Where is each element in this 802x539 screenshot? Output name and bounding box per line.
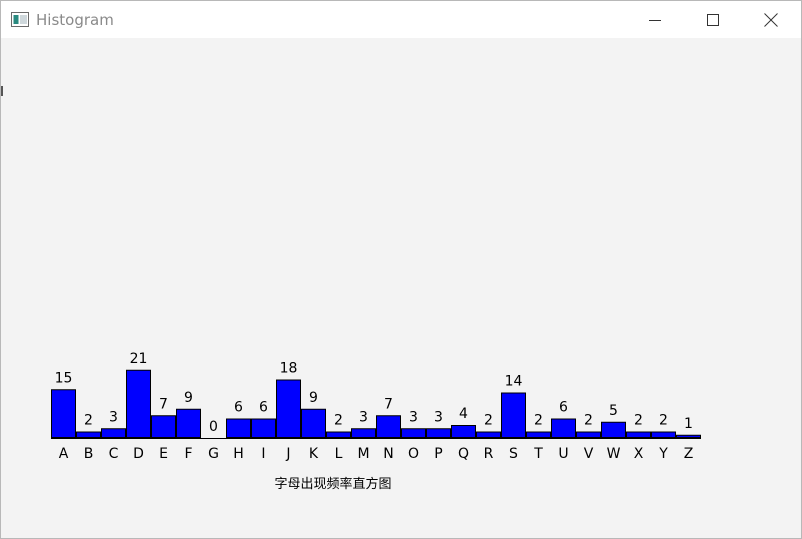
x-axis-label: 字母出现频率直方图 — [274, 476, 391, 492]
bar-y — [651, 431, 676, 438]
bar-m — [351, 428, 376, 438]
data-label-r: 2 — [484, 413, 493, 429]
close-icon — [764, 12, 778, 27]
bar-u — [551, 418, 576, 438]
data-label-y: 2 — [659, 413, 668, 429]
bar-d — [126, 369, 151, 438]
data-label-m: 3 — [359, 409, 368, 425]
tick-label-d: D — [133, 446, 144, 462]
histogram-chart: 15A2B3C21D7E9F0G6H6I18J9K2L3M7N3O3P4Q2R1… — [51, 351, 701, 492]
tick-label-p: P — [434, 446, 442, 462]
data-label-x: 2 — [634, 413, 643, 429]
app-icon — [11, 12, 29, 27]
tick-label-w: W — [607, 446, 621, 462]
data-label-h: 6 — [234, 400, 243, 416]
tick-label-k: K — [309, 446, 319, 462]
bar-l — [326, 431, 351, 438]
data-label-w: 5 — [609, 403, 618, 419]
bar-r — [476, 431, 501, 438]
data-label-j: 18 — [280, 361, 298, 377]
tick-label-x: X — [634, 446, 644, 462]
data-label-o: 3 — [409, 409, 418, 425]
maximize-button[interactable] — [684, 1, 742, 38]
tick-label-j: J — [285, 446, 290, 462]
bar-b — [76, 431, 101, 438]
tick-label-n: N — [383, 446, 393, 462]
tick-label-h: H — [233, 446, 244, 462]
tick-label-a: A — [59, 446, 69, 462]
tick-label-m: M — [357, 446, 369, 462]
bar-j — [276, 379, 301, 438]
title-bar[interactable]: Histogram — [1, 1, 801, 38]
maximize-icon — [707, 13, 719, 26]
data-label-t: 2 — [534, 413, 543, 429]
data-label-g: 0 — [209, 419, 218, 435]
window-title: Histogram — [36, 11, 114, 29]
data-label-c: 3 — [109, 409, 118, 425]
bar-v — [576, 431, 601, 438]
tick-label-u: U — [558, 446, 568, 462]
tick-label-s: S — [509, 446, 518, 462]
data-label-k: 9 — [309, 390, 318, 406]
tick-label-t: T — [533, 446, 543, 462]
bar-c — [101, 428, 126, 438]
bar-p — [426, 428, 451, 438]
bar-t — [526, 431, 551, 438]
minimize-icon — [649, 19, 661, 21]
data-label-e: 7 — [159, 396, 168, 412]
bar-e — [151, 415, 176, 438]
data-label-u: 6 — [559, 400, 568, 416]
chart-area: 15 A 2 B 3 C 21 D 7 E 9 F 0 G 6 H 6 I 18 J 9 K 2 L 3 M 7 N 3 O 3 P 4 Q 2 R 1… — [1, 38, 801, 538]
bar-k — [301, 408, 326, 438]
bar-x — [626, 431, 651, 438]
bar-a — [51, 389, 76, 438]
data-label-s: 14 — [505, 374, 523, 390]
tick-label-e: E — [159, 446, 168, 462]
bar-w — [601, 421, 626, 438]
data-label-n: 7 — [384, 396, 393, 412]
data-label-p: 3 — [434, 409, 443, 425]
tick-label-g: G — [208, 446, 219, 462]
bar-s — [501, 392, 526, 438]
bar-n — [376, 415, 401, 438]
data-label-l: 2 — [334, 413, 343, 429]
tick-label-v: V — [584, 446, 594, 462]
data-label-q: 4 — [459, 406, 468, 422]
tick-label-z: Z — [684, 446, 694, 462]
data-label-a: 15 — [55, 370, 73, 386]
bar-z — [676, 434, 701, 438]
tick-label-c: C — [109, 446, 119, 462]
tick-label-l: L — [335, 446, 343, 462]
minimize-button[interactable] — [626, 1, 684, 38]
tick-label-r: R — [484, 446, 494, 462]
tick-label-f: F — [184, 446, 192, 462]
data-label-b: 2 — [84, 413, 93, 429]
tick-label-b: B — [84, 446, 94, 462]
data-label-v: 2 — [584, 413, 593, 429]
bar-h — [226, 418, 251, 438]
bar-q — [451, 425, 476, 438]
data-label-d: 21 — [130, 351, 148, 367]
tick-label-y: Y — [658, 446, 668, 462]
close-button[interactable] — [742, 1, 800, 38]
bar-i — [251, 418, 276, 438]
data-label-f: 9 — [184, 390, 193, 406]
bar-o — [401, 428, 426, 438]
data-label-i: 6 — [259, 400, 268, 416]
edge-mark — [1, 86, 3, 96]
data-label-z: 1 — [684, 416, 693, 432]
tick-label-o: O — [408, 446, 419, 462]
tick-label-i: I — [261, 446, 265, 462]
bar-f — [176, 408, 201, 438]
tick-label-q: Q — [458, 446, 469, 462]
